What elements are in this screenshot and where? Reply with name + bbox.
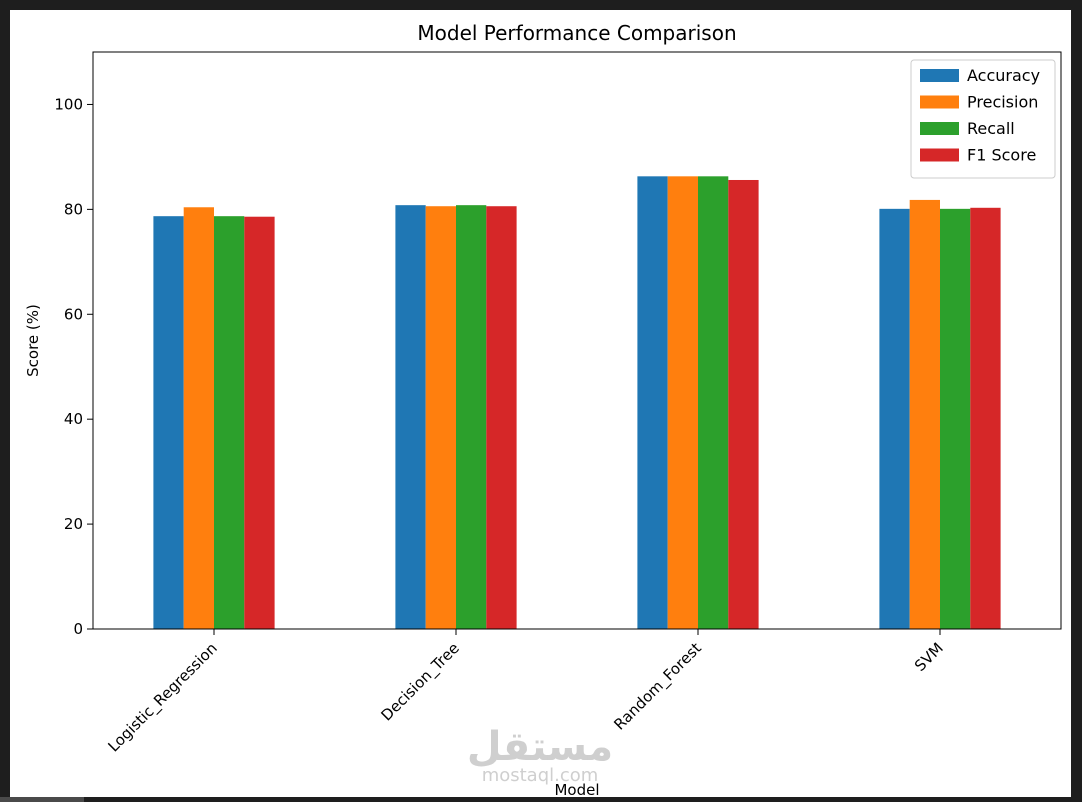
x-tick-label: SVM xyxy=(911,639,947,675)
bar-recall xyxy=(698,176,729,630)
x-tick-label: Decision_Tree xyxy=(378,639,464,725)
y-tick-label: 20 xyxy=(64,515,83,533)
legend-swatch xyxy=(920,95,959,109)
watermark-latin: mostaql.com xyxy=(482,765,599,786)
legend-entry: Recall xyxy=(967,119,1015,138)
y-tick-label: 0 xyxy=(73,620,83,638)
y-tick-label: 100 xyxy=(54,95,83,113)
bars-group xyxy=(153,176,1001,630)
plot-area-frame xyxy=(92,51,1062,630)
bar-precision xyxy=(183,207,214,630)
bar-recall xyxy=(456,205,487,629)
bar-f1-score xyxy=(728,179,759,630)
legend-swatch xyxy=(920,122,959,135)
bar-recall xyxy=(214,216,245,629)
legend-entry: F1 Score xyxy=(967,146,1036,165)
bar-precision xyxy=(909,199,940,629)
bar-f1-score xyxy=(244,216,275,629)
bar-f1-score xyxy=(970,207,1001,630)
bar-accuracy xyxy=(879,208,910,629)
watermark-logo: مستقل mostaql.com xyxy=(467,724,613,786)
y-tick-label: 60 xyxy=(64,305,83,323)
bar-accuracy xyxy=(637,176,668,630)
y-axis: 0 20 40 60 80 100 xyxy=(54,95,93,638)
y-tick-label: 40 xyxy=(64,410,83,428)
legend-swatch xyxy=(920,69,959,82)
x-tick-label: Random_Forest xyxy=(610,639,705,734)
bar-f1-score xyxy=(486,206,517,629)
bar-accuracy xyxy=(153,216,184,629)
legend: Accuracy Precision Recall F1 Score xyxy=(910,59,1056,179)
y-axis-label: Score (%) xyxy=(24,304,42,377)
legend-swatch xyxy=(920,148,959,162)
watermark-arabic: مستقل xyxy=(467,724,613,770)
legend-entry: Accuracy xyxy=(967,66,1040,85)
bar-recall xyxy=(940,208,971,629)
legend-entry: Precision xyxy=(967,93,1038,112)
x-tick-label: Logistic_Regression xyxy=(104,639,221,756)
window-bottom-strip xyxy=(0,797,84,802)
bar-precision xyxy=(425,206,456,629)
x-axis-label: Model xyxy=(554,781,599,799)
bar-accuracy xyxy=(395,205,426,629)
bar-precision xyxy=(667,176,698,630)
y-tick-label: 80 xyxy=(64,200,83,218)
chart-title: Model Performance Comparison xyxy=(417,21,736,45)
